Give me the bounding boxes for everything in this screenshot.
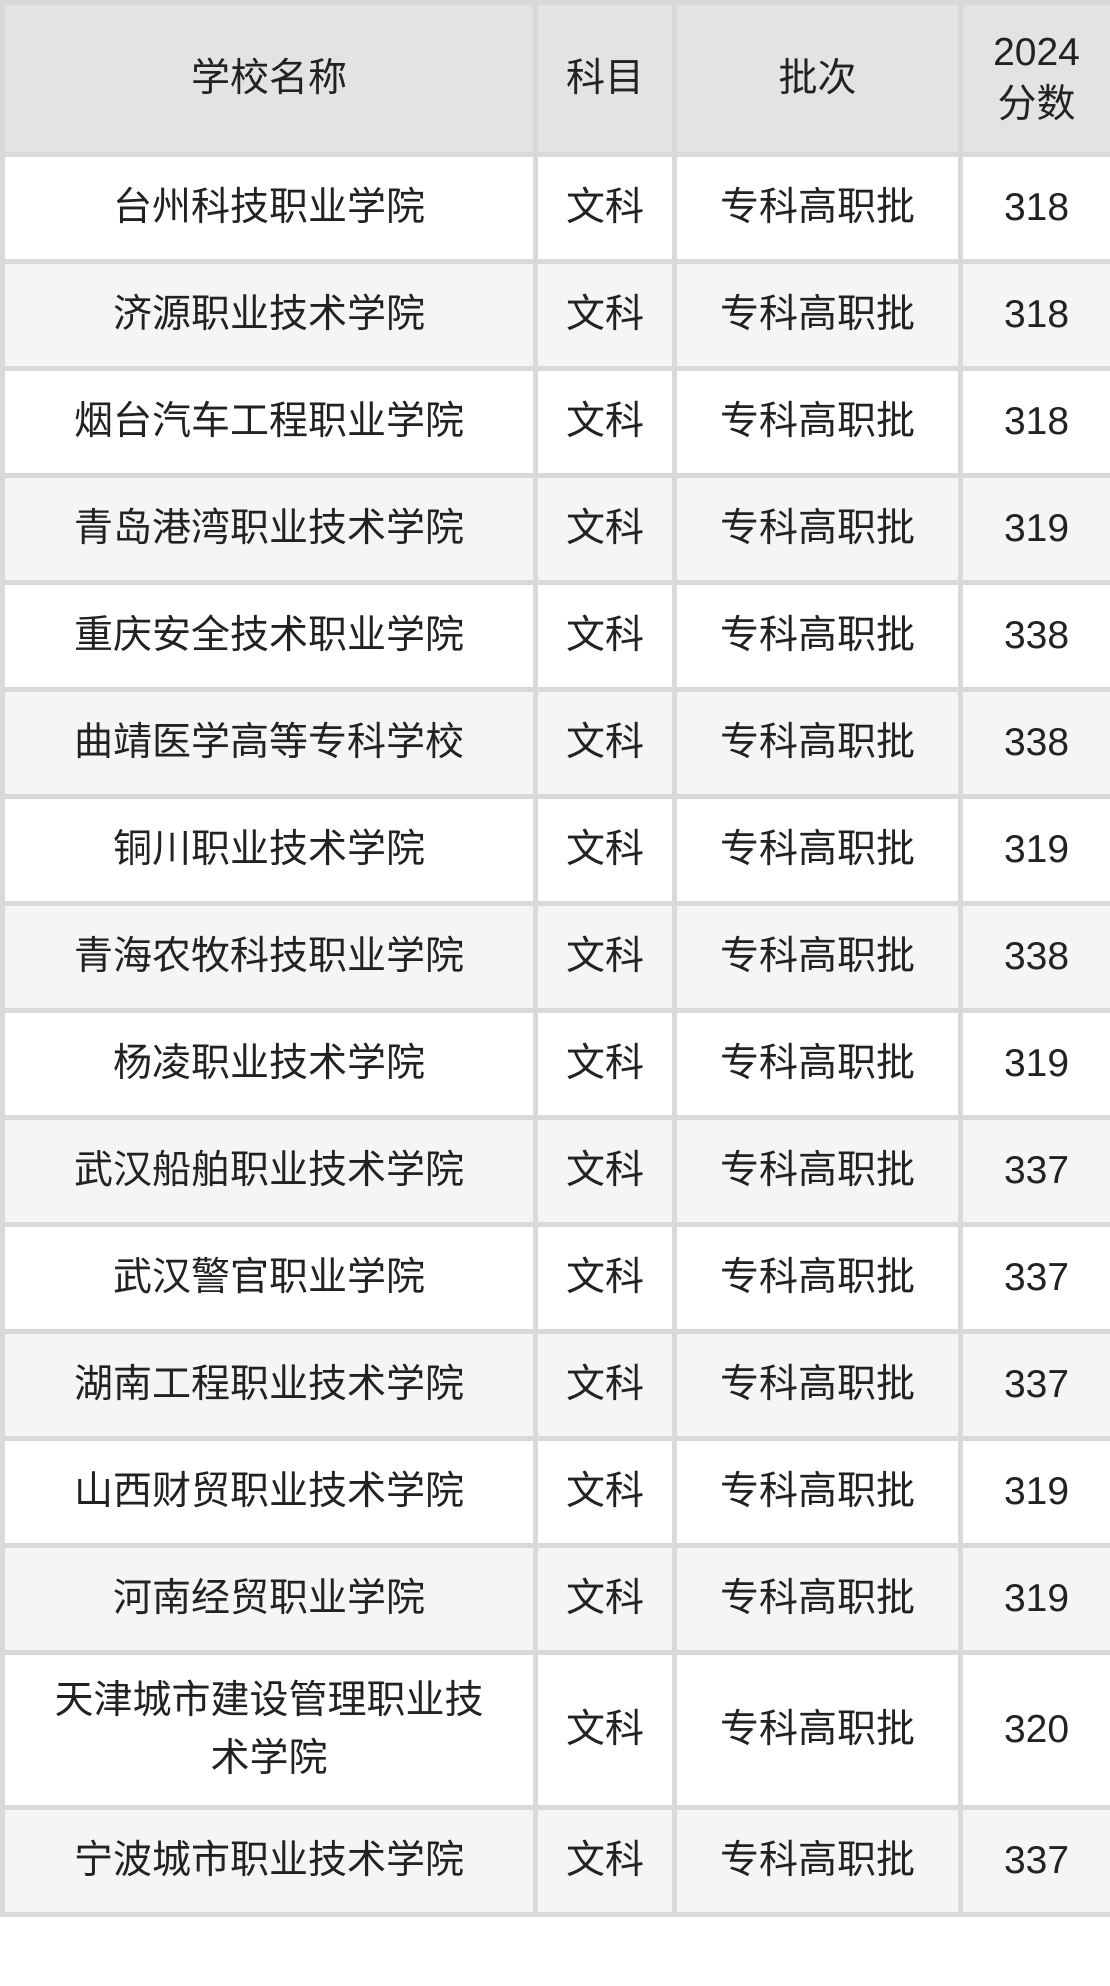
score-cell: 320 [958, 1650, 1110, 1810]
school-cell: 山西财贸职业技术学院 [0, 1436, 538, 1548]
table-row: 济源职业技术学院 文科 专科高职批 318 [0, 259, 1110, 371]
header-score-unit: 分数 [997, 82, 1076, 126]
admission-scores-table: 学校名称 科目 批次 2024 分数 台州科技职业学院 文科 专科高职批 318… [0, 0, 1110, 1917]
table-row: 武汉警官职业学院 文科 专科高职批 337 [0, 1222, 1110, 1334]
batch-cell: 专科高职批 [672, 366, 963, 478]
subject-cell: 文科 [533, 580, 677, 692]
score-cell: 338 [958, 580, 1110, 692]
school-cell: 重庆安全技术职业学院 [0, 580, 538, 692]
score-cell: 318 [958, 152, 1110, 264]
score-cell: 319 [958, 1008, 1110, 1120]
score-cell: 319 [958, 1436, 1110, 1548]
header-row: 学校名称 科目 批次 2024 分数 [0, 0, 1110, 157]
school-cell: 青岛港湾职业技术学院 [0, 473, 538, 585]
table-row: 河南经贸职业学院 文科 专科高职批 319 [0, 1543, 1110, 1655]
score-cell: 337 [958, 1805, 1110, 1917]
table-row: 台州科技职业学院 文科 专科高职批 318 [0, 152, 1110, 264]
table-row: 铜川职业技术学院 文科 专科高职批 319 [0, 794, 1110, 906]
batch-cell: 专科高职批 [672, 1329, 963, 1441]
score-cell: 338 [958, 901, 1110, 1013]
table-row: 青岛港湾职业技术学院 文科 专科高职批 319 [0, 473, 1110, 585]
score-cell: 337 [958, 1115, 1110, 1227]
score-cell: 319 [958, 1543, 1110, 1655]
table-row: 重庆安全技术职业学院 文科 专科高职批 338 [0, 580, 1110, 692]
table-row: 青海农牧科技职业学院 文科 专科高职批 338 [0, 901, 1110, 1013]
table-row: 山西财贸职业技术学院 文科 专科高职批 319 [0, 1436, 1110, 1548]
batch-cell: 专科高职批 [672, 1805, 963, 1917]
subject-cell: 文科 [533, 152, 677, 264]
table-row: 宁波城市职业技术学院 文科 专科高职批 337 [0, 1805, 1110, 1917]
subject-cell: 文科 [533, 1115, 677, 1227]
score-cell: 318 [958, 366, 1110, 478]
batch-cell: 专科高职批 [672, 687, 963, 799]
header-batch-cell: 批次 [672, 0, 963, 157]
batch-cell: 专科高职批 [672, 1222, 963, 1334]
score-cell: 319 [958, 794, 1110, 906]
batch-cell: 专科高职批 [672, 580, 963, 692]
score-cell: 319 [958, 473, 1110, 585]
school-cell: 台州科技职业学院 [0, 152, 538, 264]
school-cell: 宁波城市职业技术学院 [0, 1805, 538, 1917]
table-row: 湖南工程职业技术学院 文科 专科高职批 337 [0, 1329, 1110, 1441]
school-cell: 湖南工程职业技术学院 [0, 1329, 538, 1441]
table-row: 杨凌职业技术学院 文科 专科高职批 319 [0, 1008, 1110, 1120]
header-score-year: 2024 [993, 31, 1080, 75]
subject-cell: 文科 [533, 1543, 677, 1655]
subject-cell: 文科 [533, 1329, 677, 1441]
batch-cell: 专科高职批 [672, 152, 963, 264]
school-cell: 铜川职业技术学院 [0, 794, 538, 906]
subject-cell: 文科 [533, 1222, 677, 1334]
header-subject-cell: 科目 [533, 0, 677, 157]
score-cell: 337 [958, 1329, 1110, 1441]
subject-cell: 文科 [533, 1650, 677, 1810]
subject-cell: 文科 [533, 794, 677, 906]
table-row: 天津城市建设管理职业技术学院 文科 专科高职批 320 [0, 1650, 1110, 1810]
school-cell: 青海农牧科技职业学院 [0, 901, 538, 1013]
header-score-cell: 2024 分数 [958, 0, 1110, 157]
batch-cell: 专科高职批 [672, 1543, 963, 1655]
subject-cell: 文科 [533, 1008, 677, 1120]
school-cell: 河南经贸职业学院 [0, 1543, 538, 1655]
batch-cell: 专科高职批 [672, 1436, 963, 1548]
header-school-cell: 学校名称 [0, 0, 538, 157]
school-cell: 武汉警官职业学院 [0, 1222, 538, 1334]
subject-cell: 文科 [533, 366, 677, 478]
school-cell: 烟台汽车工程职业学院 [0, 366, 538, 478]
batch-cell: 专科高职批 [672, 1115, 963, 1227]
table-row: 烟台汽车工程职业学院 文科 专科高职批 318 [0, 366, 1110, 478]
batch-cell: 专科高职批 [672, 1008, 963, 1120]
table-row: 曲靖医学高等专科学校 文科 专科高职批 338 [0, 687, 1110, 799]
batch-cell: 专科高职批 [672, 473, 963, 585]
school-cell: 济源职业技术学院 [0, 259, 538, 371]
subject-cell: 文科 [533, 687, 677, 799]
subject-cell: 文科 [533, 901, 677, 1013]
subject-cell: 文科 [533, 1805, 677, 1917]
batch-cell: 专科高职批 [672, 259, 963, 371]
subject-cell: 文科 [533, 1436, 677, 1548]
subject-cell: 文科 [533, 473, 677, 585]
school-cell: 杨凌职业技术学院 [0, 1008, 538, 1120]
table-row: 武汉船舶职业技术学院 文科 专科高职批 337 [0, 1115, 1110, 1227]
score-cell: 318 [958, 259, 1110, 371]
batch-cell: 专科高职批 [672, 1650, 963, 1810]
batch-cell: 专科高职批 [672, 901, 963, 1013]
subject-cell: 文科 [533, 259, 677, 371]
batch-cell: 专科高职批 [672, 794, 963, 906]
score-cell: 337 [958, 1222, 1110, 1334]
school-cell: 武汉船舶职业技术学院 [0, 1115, 538, 1227]
school-cell: 天津城市建设管理职业技术学院 [0, 1650, 538, 1810]
score-cell: 338 [958, 687, 1110, 799]
school-cell: 曲靖医学高等专科学校 [0, 687, 538, 799]
